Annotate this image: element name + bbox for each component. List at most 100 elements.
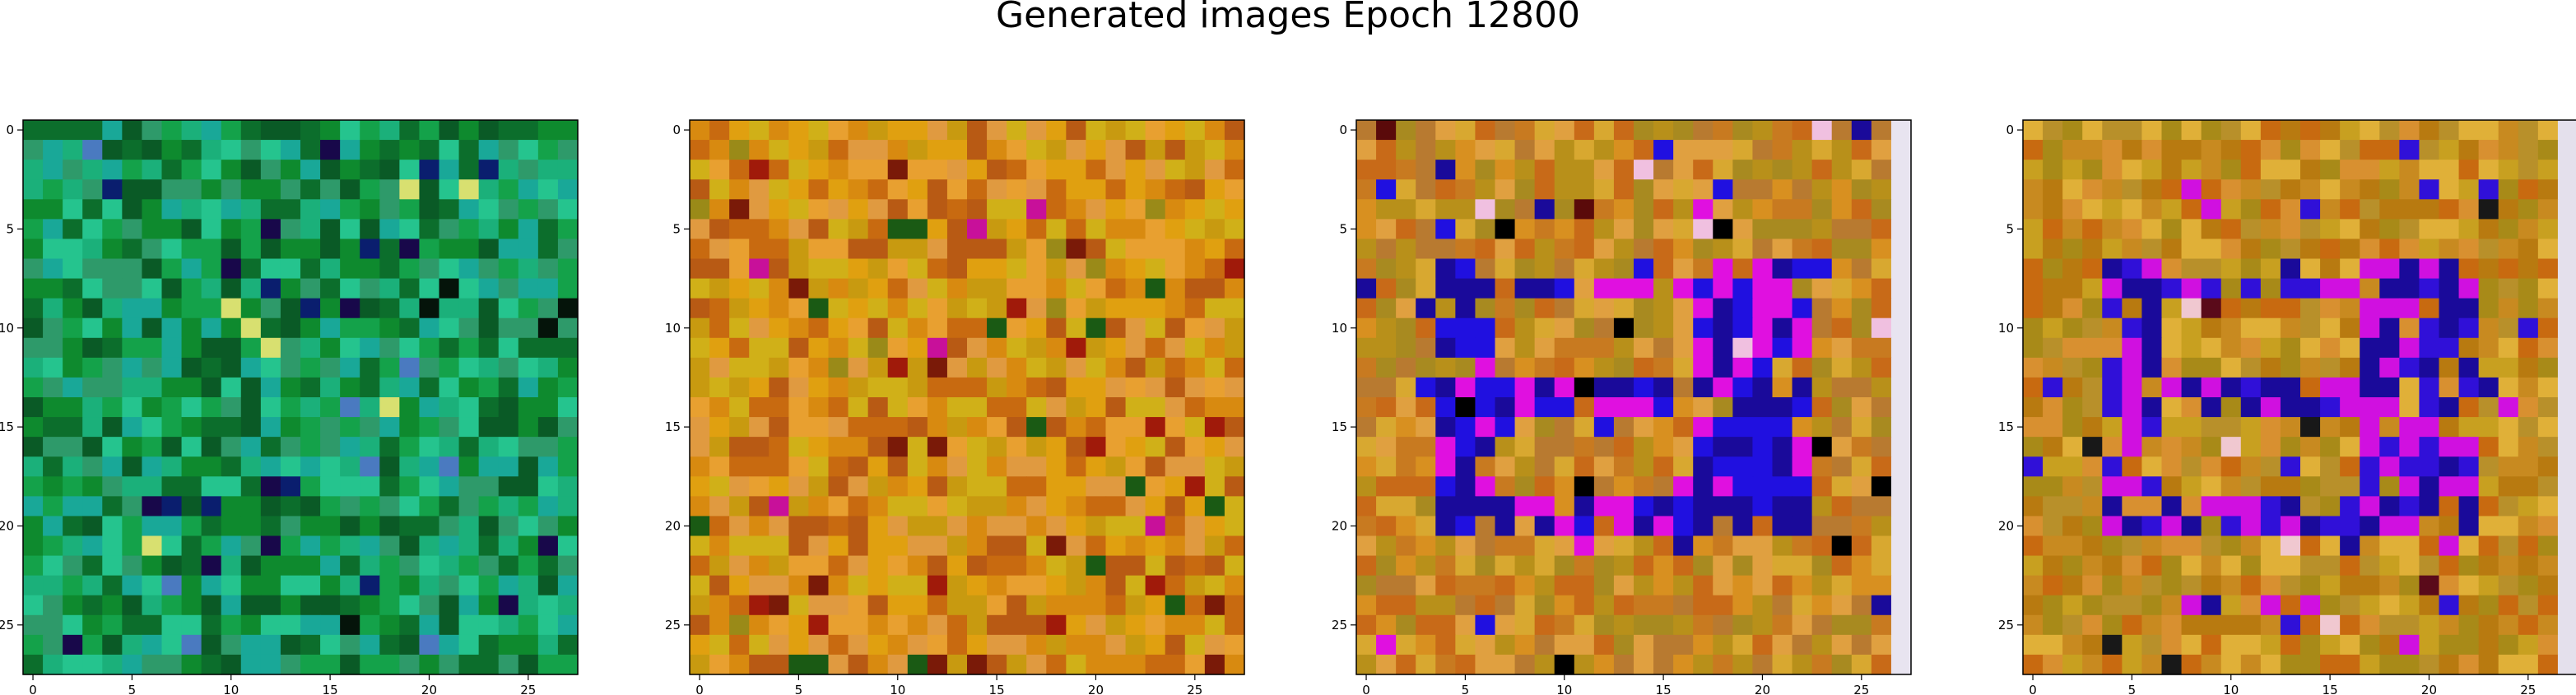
pixel-cell [360, 317, 380, 339]
pixel-cell [2023, 555, 2044, 577]
pixel-cell [1792, 317, 1813, 339]
pixel-cell [1086, 219, 1107, 240]
pixel-cell [1831, 397, 1853, 418]
pixel-cell [1475, 437, 1496, 457]
pixel-cell [1673, 614, 1694, 636]
pixel-cell [2062, 199, 2083, 220]
pixel-cell [1184, 555, 1206, 577]
pixel-cell [2399, 456, 2420, 477]
y-tick-label: 25 [665, 618, 681, 632]
pixel-cell [2458, 575, 2480, 596]
pixel-cell [2240, 160, 2262, 180]
pixel-cell [2082, 456, 2103, 477]
pixel-cell [967, 120, 988, 141]
pixel-cell [300, 140, 321, 160]
pixel-cell [63, 377, 83, 398]
pixel-cell [1890, 298, 1912, 319]
pixel-cell [1811, 160, 1833, 180]
pixel-cell [2340, 614, 2360, 636]
pixel-cell [458, 160, 480, 180]
pixel-cell [690, 160, 710, 180]
pixel-cell [2181, 239, 2202, 260]
x-tick-label: 15 [1656, 683, 1672, 695]
pixel-cell [1435, 575, 1456, 596]
pixel-cell [518, 239, 539, 260]
pixel-cell [946, 397, 968, 418]
pixel-cell [1007, 258, 1027, 280]
pixel-cell [537, 219, 559, 240]
pixel-cell [2220, 179, 2242, 200]
pixel-cell [887, 317, 909, 339]
pixel-cell [769, 535, 789, 557]
pixel-cell [769, 317, 789, 339]
pixel-cell [2181, 595, 2202, 616]
pixel-cell [240, 634, 262, 656]
pixel-cell [23, 654, 44, 675]
pixel-cell [300, 298, 321, 319]
pixel-cell [907, 397, 928, 418]
pixel-cell [987, 120, 1007, 141]
pixel-cell [2340, 199, 2360, 220]
pixel-cell [2043, 317, 2063, 339]
pixel-cell [419, 417, 440, 438]
pixel-cell [690, 614, 710, 636]
pixel-cell [1356, 278, 1377, 299]
pixel-cell [379, 160, 400, 180]
pixel-cell [1634, 179, 1654, 200]
pixel-cell [240, 417, 262, 438]
pixel-cell [1693, 258, 1713, 280]
pixel-cell [280, 575, 301, 596]
pixel-cell [1495, 160, 1516, 180]
pixel-cell [2220, 377, 2242, 398]
pixel-cell [1752, 258, 1774, 280]
pixel-cell [1871, 595, 1892, 616]
pixel-cell [379, 476, 400, 497]
pixel-cell [122, 278, 143, 299]
pixel-cells [690, 120, 1245, 675]
pixel-cell [1396, 397, 1416, 418]
pixel-cell [2181, 357, 2202, 378]
pixel-cell [946, 278, 968, 299]
pixel-cell [1007, 397, 1027, 418]
pixel-cell [1026, 219, 1047, 240]
pixel-cell [2043, 555, 2063, 577]
pixel-cell [63, 140, 83, 160]
pixel-cell [1086, 179, 1107, 200]
pixel-cell [2537, 258, 2559, 280]
pixel-cell [2023, 258, 2044, 280]
pixel-cell [1475, 337, 1496, 359]
pixel-cell [161, 317, 183, 339]
pixel-cell [379, 516, 400, 537]
pixel-cell [2557, 278, 2576, 299]
pixel-cell [1772, 278, 1793, 299]
pixel-cell [557, 219, 579, 240]
pixel-cell [2141, 634, 2163, 656]
pixel-cell [1145, 654, 1166, 675]
pixel-cell [1495, 199, 1516, 220]
pixel-cell [1495, 614, 1516, 636]
pixel-cell [458, 377, 480, 398]
y-tick-label: 0 [672, 123, 681, 137]
pixel-cell [1356, 179, 1377, 200]
pixel-cell [1534, 179, 1555, 200]
pixel-cell [2399, 377, 2420, 398]
pixel-cell [1732, 377, 1754, 398]
pixel-cell [2122, 476, 2143, 497]
pixel-cell [1732, 516, 1754, 537]
pixel-cell [769, 437, 789, 457]
pixel-cell [887, 337, 909, 359]
pixel-cell [1475, 476, 1496, 497]
pixel-cell [142, 456, 163, 477]
pixel-cell [1713, 239, 1733, 260]
pixel-cell [867, 654, 889, 675]
pixel-cell [808, 278, 830, 299]
pixel-cell [2300, 160, 2321, 180]
pixel-cell [690, 654, 710, 675]
pixel-cell [1046, 575, 1067, 596]
pixel-cell [2141, 575, 2163, 596]
pixel-cell [1396, 120, 1416, 141]
pixel-cell [340, 357, 360, 378]
pixel-cell [557, 417, 579, 438]
pixel-cell [2537, 634, 2559, 656]
